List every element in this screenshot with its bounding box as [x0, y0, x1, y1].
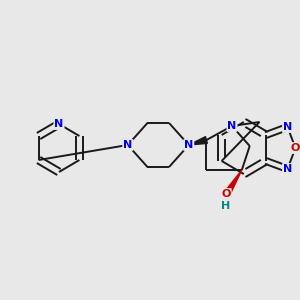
Polygon shape	[226, 170, 242, 194]
Text: N: N	[283, 164, 292, 174]
Text: O: O	[291, 143, 300, 153]
Text: O: O	[221, 189, 231, 199]
Text: N: N	[54, 119, 64, 129]
Text: N: N	[283, 122, 292, 132]
Text: N: N	[123, 140, 132, 150]
Polygon shape	[189, 136, 207, 145]
Text: H: H	[221, 201, 231, 211]
Text: N: N	[184, 140, 194, 150]
Text: N: N	[227, 121, 237, 131]
